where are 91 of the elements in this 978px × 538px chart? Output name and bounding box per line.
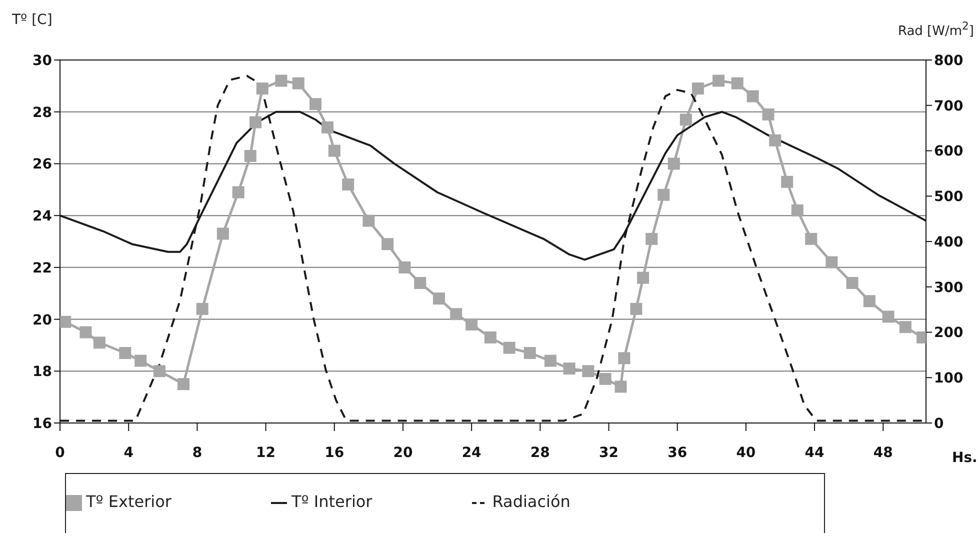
- y-tick-label: 26: [32, 156, 52, 173]
- point: [196, 302, 208, 315]
- y2-tick-label: 800: [934, 52, 964, 69]
- point: [899, 321, 912, 334]
- point: [563, 362, 576, 375]
- point: [432, 292, 445, 305]
- y2-axis-title: Rad [W/m$^{2}$]: [898, 20, 974, 40]
- point: [805, 232, 818, 245]
- x-tick-label: 44: [804, 444, 825, 461]
- x-tick-label: 28: [530, 444, 550, 461]
- y2-tick-label: 200: [934, 325, 964, 342]
- y2-tick-label: 400: [934, 234, 964, 250]
- y2-tick-label: 700: [934, 98, 964, 114]
- y-tick-label: 30: [32, 52, 52, 69]
- point: [668, 158, 680, 170]
- x-axis-title: Hs.: [952, 450, 978, 466]
- point: [134, 354, 147, 367]
- x-tick-label: 40: [736, 444, 756, 461]
- point: [382, 238, 394, 250]
- y-tick-label: 16: [32, 416, 52, 432]
- point: [216, 228, 229, 240]
- point: [680, 114, 692, 126]
- point: [544, 354, 556, 367]
- x-tick-label: 16: [324, 444, 344, 461]
- x-tick-label: 0: [55, 444, 66, 461]
- point: [503, 342, 516, 354]
- point: [762, 108, 774, 120]
- point: [466, 318, 478, 330]
- y-tick-label: 24: [32, 208, 52, 225]
- y-axis-title: Tº [C]: [12, 12, 52, 28]
- point: [292, 77, 304, 90]
- point: [731, 77, 744, 90]
- point: [80, 326, 92, 338]
- point: [450, 308, 462, 320]
- y-tick-label: 28: [32, 104, 52, 121]
- point: [414, 276, 426, 289]
- point: [599, 372, 612, 385]
- x-tick-label: 20: [393, 444, 413, 461]
- point: [791, 204, 804, 216]
- point: [153, 365, 166, 378]
- x-tick-label: 32: [599, 444, 618, 461]
- point: [119, 346, 132, 359]
- y2-tick-label: 0: [934, 416, 944, 432]
- y2-tick-label: 500: [934, 189, 964, 206]
- point: [769, 134, 782, 146]
- x-tick-label: 36: [668, 444, 688, 461]
- point: [614, 380, 627, 393]
- x-tick-label: 12: [256, 444, 276, 461]
- point: [846, 276, 858, 289]
- point: [398, 261, 411, 274]
- point: [882, 310, 894, 323]
- point: [692, 82, 704, 95]
- legend-label: Radiación: [492, 492, 570, 511]
- point: [524, 346, 536, 359]
- point: [484, 331, 496, 344]
- point: [658, 188, 670, 201]
- point: [177, 378, 190, 390]
- point: [712, 74, 725, 87]
- point: [232, 186, 244, 198]
- x-tick-label: 4: [124, 444, 134, 461]
- x-tick-label: 48: [873, 444, 893, 461]
- point: [637, 272, 650, 284]
- point: [630, 302, 642, 315]
- point: [275, 74, 288, 87]
- point: [328, 144, 340, 157]
- y-tick-label: 20: [32, 312, 52, 328]
- point: [322, 121, 334, 134]
- point: [310, 98, 322, 110]
- point: [244, 150, 256, 162]
- point: [60, 316, 72, 328]
- y2-tick-label: 600: [934, 144, 964, 160]
- point: [93, 336, 106, 349]
- y-tick-label: 22: [32, 260, 52, 276]
- x-tick-label: 8: [192, 444, 202, 461]
- legend-label: Tº Exterior: [86, 492, 172, 511]
- y2-tick-label: 100: [934, 370, 964, 387]
- point: [863, 295, 876, 308]
- point: [342, 178, 354, 190]
- point: [826, 256, 838, 268]
- point: [746, 90, 759, 102]
- legend-label: Tº Interior: [291, 492, 372, 511]
- y2-tick-label: 300: [934, 280, 964, 296]
- point: [646, 232, 658, 245]
- point: [249, 116, 262, 128]
- point: [256, 82, 268, 95]
- y-tick-label: 18: [32, 364, 52, 380]
- point: [618, 352, 630, 364]
- point: [362, 214, 375, 227]
- point: [781, 176, 794, 188]
- x-tick-label: 24: [462, 444, 482, 461]
- point: [582, 365, 594, 378]
